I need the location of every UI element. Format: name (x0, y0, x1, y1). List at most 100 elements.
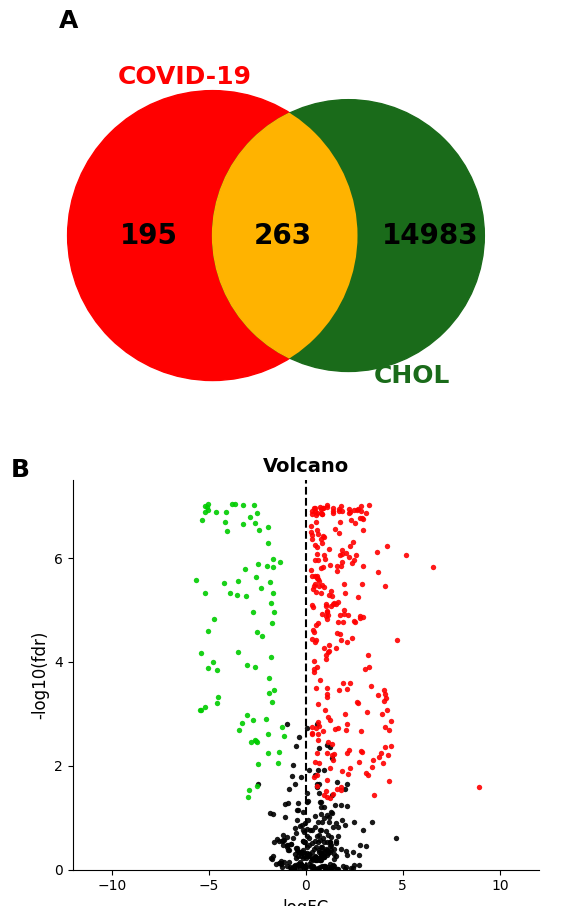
Point (310, 820, 319, 834)
Point (299, 849, 308, 863)
Point (304, 763, 313, 777)
Point (314, 526, 323, 541)
Point (263, 727, 272, 741)
Point (316, 853, 325, 868)
Point (318, 506, 327, 521)
Point (312, 853, 321, 868)
Point (304, 838, 313, 853)
Point (292, 841, 301, 855)
Point (249, 712, 257, 727)
Point (335, 502, 344, 516)
Point (213, 663, 222, 678)
Point (204, 496, 213, 511)
Point (387, 738, 396, 753)
Point (328, 751, 337, 766)
Point (312, 780, 321, 795)
Point (329, 596, 338, 611)
Point (197, 513, 206, 527)
Point (244, 783, 253, 797)
Point (333, 782, 342, 796)
Point (319, 787, 328, 802)
Point (255, 523, 264, 537)
Point (358, 559, 367, 573)
Point (197, 646, 206, 660)
Point (344, 743, 353, 757)
Point (383, 539, 392, 554)
Point (289, 831, 298, 845)
Point (275, 746, 284, 760)
Point (332, 559, 341, 573)
Point (308, 852, 317, 866)
Point (325, 542, 334, 556)
Point (322, 612, 331, 627)
Point (234, 574, 243, 589)
Point (313, 506, 322, 520)
Point (323, 746, 332, 760)
Point (317, 506, 326, 520)
Point (380, 719, 389, 734)
Point (265, 686, 274, 700)
Point (292, 825, 301, 840)
Point (320, 859, 329, 873)
Point (320, 850, 329, 864)
Point (276, 855, 285, 870)
Point (307, 563, 316, 577)
Point (305, 823, 314, 837)
Point (320, 862, 329, 876)
Point (336, 499, 345, 514)
Text: COVID-19: COVID-19 (117, 65, 251, 89)
Point (324, 588, 333, 602)
Point (314, 715, 323, 729)
Point (311, 853, 320, 867)
Point (310, 808, 319, 823)
Point (339, 602, 348, 617)
Point (338, 547, 347, 562)
Point (314, 843, 323, 857)
Point (316, 845, 325, 860)
Point (358, 823, 367, 837)
Point (356, 837, 365, 852)
Point (364, 648, 373, 662)
Point (310, 569, 319, 583)
Point (327, 599, 335, 613)
Point (302, 851, 311, 865)
Point (299, 834, 308, 848)
Point (317, 795, 326, 810)
Point (309, 665, 318, 680)
Point (268, 615, 277, 630)
Point (231, 497, 240, 512)
Point (305, 847, 314, 862)
Point (343, 848, 352, 863)
Point (265, 575, 274, 590)
Point (203, 499, 212, 514)
Point (319, 560, 328, 574)
Point (277, 719, 286, 734)
Point (323, 710, 332, 725)
Point (327, 838, 335, 853)
Point (234, 645, 243, 660)
Point (345, 549, 354, 564)
Point (330, 859, 339, 873)
Point (329, 861, 338, 875)
Circle shape (213, 100, 484, 371)
Point (289, 862, 298, 876)
Point (264, 536, 273, 551)
Point (336, 515, 345, 529)
Point (353, 502, 362, 516)
Point (329, 820, 338, 834)
Point (362, 839, 371, 853)
Point (319, 529, 328, 544)
Point (284, 782, 293, 796)
Point (302, 840, 311, 854)
Point (327, 805, 336, 820)
Point (284, 837, 293, 852)
Point (344, 766, 353, 781)
Point (322, 687, 331, 701)
Point (337, 504, 346, 518)
Point (311, 501, 320, 516)
Point (283, 843, 292, 858)
Point (306, 849, 315, 863)
Point (314, 763, 323, 777)
Point (279, 728, 288, 743)
Point (309, 623, 318, 638)
